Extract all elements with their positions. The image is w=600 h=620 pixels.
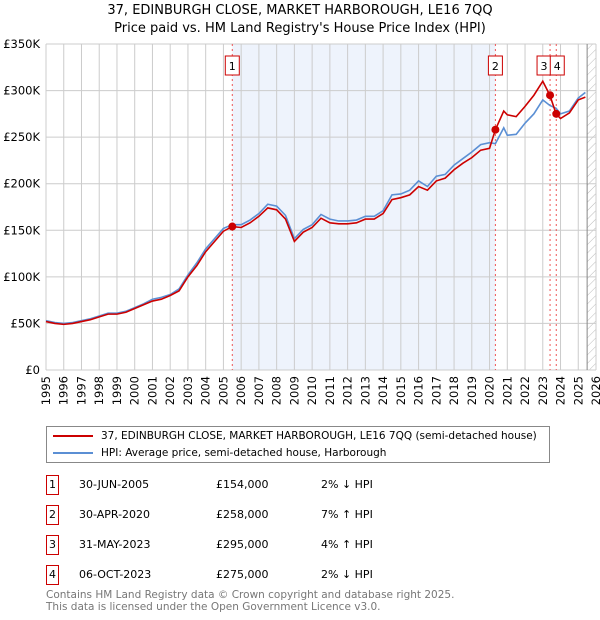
shaded-period	[232, 44, 496, 370]
forecast-hatch	[587, 44, 596, 370]
footer-line: Contains HM Land Registry data © Crown c…	[46, 589, 455, 601]
x-tick-label: 2005	[216, 376, 230, 405]
chart-title: 37, EDINBURGH CLOSE, MARKET HARBOROUGH, …	[0, 2, 600, 38]
x-tick-label: 2012	[341, 376, 355, 405]
sale-label-box	[549, 55, 565, 76]
sale-point	[546, 91, 555, 100]
transaction-date: 31-MAY-2023	[79, 538, 151, 551]
x-tick-label: 2014	[376, 376, 390, 405]
x-tick-label: 2026	[589, 376, 600, 405]
x-tick-label: 2008	[270, 376, 284, 405]
x-tick-label: 2009	[287, 376, 301, 405]
sale-label: 1	[229, 60, 236, 73]
blue-line-swatch	[53, 452, 93, 454]
transaction-date: 30-APR-2020	[79, 508, 151, 521]
x-tick-label: 2023	[536, 376, 550, 405]
x-tick-label: 2010	[305, 376, 319, 405]
x-tick-label: 2018	[447, 376, 461, 405]
transaction-price: £295,000	[216, 538, 269, 551]
transaction-hpi: 2% ↓ HPI	[321, 478, 373, 491]
x-tick-label: 2001	[145, 376, 159, 405]
y-tick-label: £150K	[3, 223, 40, 237]
legend-label: 37, EDINBURGH CLOSE, MARKET HARBOROUGH, …	[101, 430, 537, 442]
sale-label: 3	[541, 60, 548, 73]
subtitle-line: Price paid vs. HM Land Registry's House …	[114, 21, 486, 36]
transaction-number: 2	[46, 505, 59, 525]
legend-item-property: 37, EDINBURGH CLOSE, MARKET HARBOROUGH, …	[53, 430, 537, 442]
series-line-property	[45, 79, 586, 326]
transaction-price: £275,000	[216, 568, 269, 581]
transaction-price: £258,000	[216, 508, 269, 521]
x-tick-label: 2025	[571, 376, 585, 405]
legend: 37, EDINBURGH CLOSE, MARKET HARBOROUGH, …	[46, 426, 550, 463]
sale-point	[228, 222, 237, 231]
x-tick-label: 1999	[110, 376, 124, 405]
x-tick-label: 2002	[163, 376, 177, 405]
x-tick-label: 2022	[518, 376, 532, 405]
transaction-row: 4 06-OCT-2023 £275,000 2% ↓ HPI	[46, 565, 546, 585]
x-tick-label: 2017	[429, 376, 443, 405]
x-tick-label: 1995	[39, 376, 53, 405]
y-tick-label: £250K	[3, 130, 40, 144]
sale-label: 2	[492, 60, 499, 73]
x-tick-label: 1998	[92, 376, 106, 405]
transaction-hpi: 2% ↓ HPI	[321, 568, 373, 581]
x-tick-label: 2006	[234, 376, 248, 405]
x-tick-label: 1997	[74, 376, 88, 405]
transaction-date: 30-JUN-2005	[79, 478, 150, 491]
transaction-date: 06-OCT-2023	[79, 568, 152, 581]
transaction-number: 4	[46, 565, 59, 585]
x-tick-label: 2020	[483, 376, 497, 405]
y-tick-label: £300K	[3, 84, 40, 98]
legend-label: HPI: Average price, semi-detached house,…	[101, 447, 387, 459]
x-tick-label: 1996	[57, 376, 71, 405]
legend-item-hpi: HPI: Average price, semi-detached house,…	[53, 447, 386, 459]
transaction-row: 3 31-MAY-2023 £295,000 4% ↑ HPI	[46, 535, 546, 555]
y-tick-label: £100K	[3, 270, 40, 284]
series-line-hpi	[45, 91, 586, 325]
sale-label-box	[224, 55, 240, 76]
x-tick-label: 2011	[323, 376, 337, 405]
y-tick-label: £350K	[3, 37, 40, 51]
y-tick-label: £50K	[11, 316, 41, 330]
sale-label: 4	[554, 60, 561, 73]
red-line-swatch	[53, 435, 93, 437]
y-tick-label: £0	[25, 363, 40, 377]
sale-label-box	[487, 55, 503, 76]
transaction-number: 3	[46, 535, 59, 555]
x-tick-label: 2021	[500, 376, 514, 405]
x-tick-label: 2003	[181, 376, 195, 405]
transaction-row: 2 30-APR-2020 £258,000 7% ↑ HPI	[46, 505, 546, 525]
footer-line: This data is licensed under the Open Gov…	[46, 601, 381, 613]
price-chart: 1995 1996 1997 1998 1999 2000 2001 2002 2003 2004…	[3, 37, 600, 405]
x-tick-label: 2013	[358, 376, 372, 405]
transaction-row: 1 30-JUN-2005 £154,000 2% ↓ HPI	[46, 475, 546, 495]
x-tick-label: 2004	[199, 376, 213, 405]
x-tick-label: 2019	[465, 376, 479, 405]
y-tick-label: £200K	[3, 177, 40, 191]
x-tick-label: 2024	[554, 376, 568, 405]
x-tick-label: 2016	[412, 376, 426, 405]
transaction-hpi: 7% ↑ HPI	[321, 508, 373, 521]
sale-point	[552, 109, 561, 118]
transaction-hpi: 4% ↑ HPI	[321, 538, 373, 551]
sale-point	[491, 125, 500, 134]
x-tick-label: 2007	[252, 376, 266, 405]
x-tick-label: 2000	[128, 376, 142, 405]
title-line: 37, EDINBURGH CLOSE, MARKET HARBOROUGH, …	[107, 3, 493, 18]
transaction-price: £154,000	[216, 478, 269, 491]
x-tick-label: 2015	[394, 376, 408, 405]
transaction-number: 1	[46, 475, 59, 495]
footer: Contains HM Land Registry data © Crown c…	[46, 589, 454, 613]
